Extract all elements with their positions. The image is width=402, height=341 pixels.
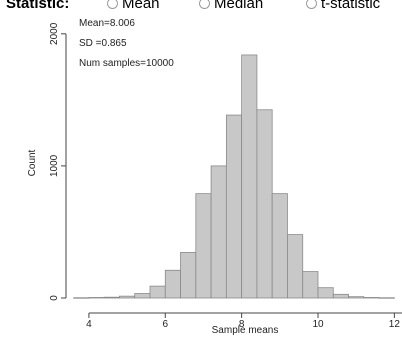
histogram-bar-12 — [256, 109, 273, 299]
histogram-bar-0 — [73, 297, 90, 299]
chart-axes — [61, 33, 402, 318]
histogram-bar-16 — [317, 287, 334, 299]
radio-icon[interactable] — [199, 0, 210, 9]
statistic-option-t-statistic[interactable]: t-statistic — [306, 0, 380, 12]
annotation-0: Mean=8.006 — [79, 18, 135, 29]
radio-icon[interactable] — [107, 0, 118, 9]
x-tick-label: 6 — [162, 319, 168, 330]
x-tick-label: 12 — [389, 319, 401, 330]
histogram-bar-20 — [378, 297, 395, 299]
tick-labels: 4 6 8 10 12 0 1000 2000 — [49, 22, 400, 330]
histogram-bar-1 — [88, 297, 105, 299]
y-tick-label: 0 — [49, 295, 60, 301]
statistic-selector: Statistic: Mean Median t-statistic — [0, 0, 402, 15]
histogram-bar-9 — [210, 165, 227, 299]
x-axis-label: Sample means — [212, 325, 279, 336]
statistic-option-label: Mean — [122, 0, 160, 12]
histogram-bar-2 — [103, 296, 120, 299]
statistic-option-label: Median — [214, 0, 264, 12]
x-tick-label: 10 — [312, 319, 324, 330]
histogram-bar-17 — [332, 293, 349, 299]
histogram-bar-18 — [348, 296, 365, 299]
histogram-bar-8 — [195, 193, 212, 299]
histogram-bar-6 — [164, 269, 181, 299]
histogram-bar-5 — [149, 285, 166, 299]
histogram-bar-3 — [119, 295, 136, 299]
histogram-bar-4 — [134, 293, 151, 299]
annotation-1: SD =0.865 — [79, 38, 127, 49]
x-tick-label: 8 — [239, 319, 245, 330]
radio-icon[interactable] — [306, 0, 317, 9]
histogram-bar-7 — [180, 252, 197, 299]
y-tick-label: 2000 — [49, 22, 60, 45]
y-axis-label: Count — [27, 149, 38, 176]
statistic-label: Statistic: — [6, 0, 70, 12]
annotation-2: Num samples=10000 — [79, 58, 174, 69]
histogram-bar-15 — [302, 271, 319, 299]
histogram-bar-13 — [271, 193, 288, 299]
histogram-bar-11 — [241, 54, 258, 299]
chart-annotations: Mean=8.006 SD =0.865 Num samples=10000 — [79, 18, 174, 69]
statistic-option-label: t-statistic — [321, 0, 381, 12]
histogram-bars — [73, 54, 395, 299]
statistic-option-median[interactable]: Median — [199, 0, 263, 12]
histogram-bar-19 — [363, 297, 380, 299]
x-tick-label: 4 — [86, 319, 92, 330]
histogram-bar-14 — [287, 234, 304, 299]
statistic-option-mean[interactable]: Mean — [107, 0, 160, 12]
histogram-bar-10 — [225, 114, 243, 299]
y-tick-label: 1000 — [49, 154, 60, 177]
